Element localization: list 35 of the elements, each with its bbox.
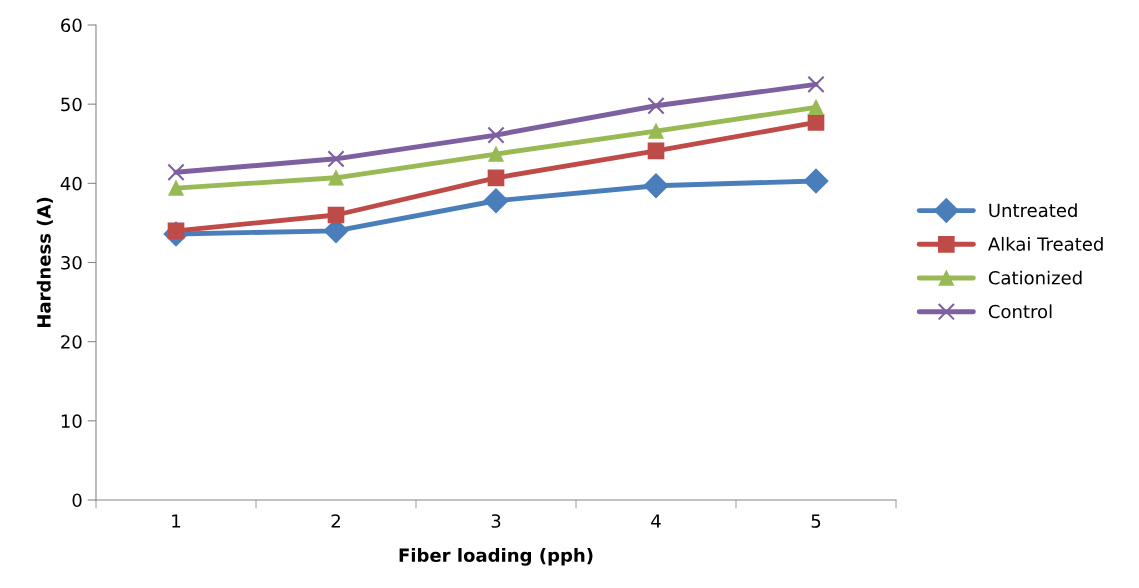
point: [647, 97, 665, 115]
legend-label: Alkai Treated: [987, 236, 1103, 251]
legend-label: Control: [988, 304, 1052, 319]
y-tick-label: 10: [61, 414, 82, 428]
point: [488, 146, 504, 162]
point: [643, 173, 669, 199]
point: [803, 168, 829, 194]
x-tick-label: 1: [172, 514, 181, 528]
point: [483, 188, 509, 214]
y-tick-label: 50: [61, 97, 82, 112]
legend-label: Cationized: [988, 270, 1082, 285]
y-tick-label: 60: [61, 18, 82, 33]
point: [327, 206, 345, 224]
x-tick-label: 5: [811, 514, 821, 528]
point: [327, 150, 345, 168]
point: [648, 123, 664, 139]
point: [807, 75, 825, 94]
y-axis-title: Hardness (A): [36, 197, 53, 328]
point: [487, 126, 505, 144]
legend-label: Untreated: [989, 203, 1077, 218]
x-tick-label: 2: [331, 514, 340, 528]
point: [328, 170, 344, 186]
y-tick-label: 40: [60, 176, 82, 191]
y-tick-label: 30: [61, 255, 82, 270]
point: [167, 163, 185, 181]
x-tick-label: 3: [491, 514, 501, 528]
point: [168, 180, 184, 196]
point: [647, 142, 665, 160]
point: [487, 169, 505, 187]
point: [808, 99, 824, 115]
x-axis-title: Fiber loading (pph): [399, 548, 593, 566]
y-tick-label: 20: [61, 335, 82, 349]
point: [807, 114, 825, 131]
x-tick-label: 4: [651, 514, 661, 528]
y-tick-label: 0: [72, 493, 82, 508]
